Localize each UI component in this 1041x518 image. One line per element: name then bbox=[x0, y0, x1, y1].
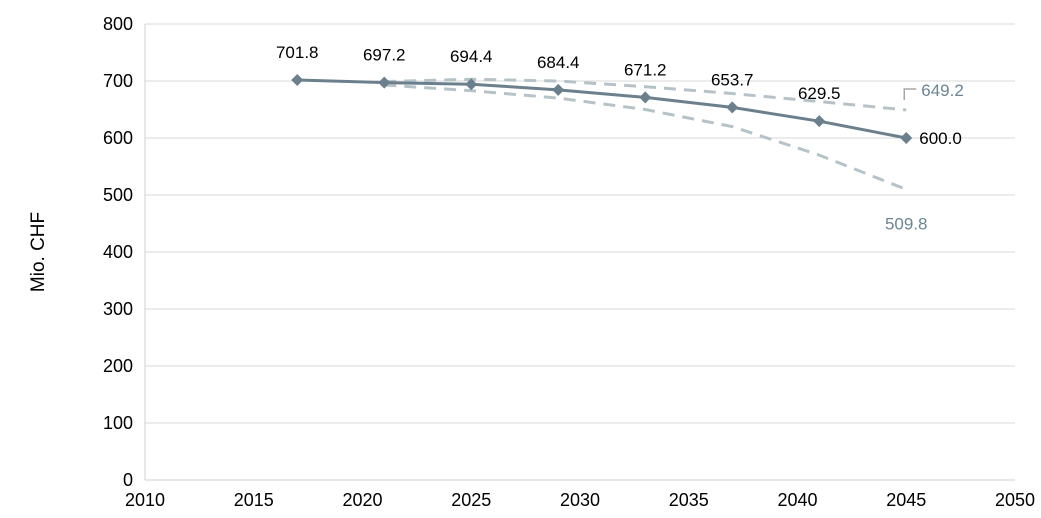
y-tick-label: 600 bbox=[103, 128, 133, 148]
data-label: 671.2 bbox=[624, 60, 667, 79]
main-line bbox=[297, 78, 907, 140]
data-label: 629.5 bbox=[798, 84, 841, 103]
data-label: 701.8 bbox=[276, 43, 319, 62]
data-label: 653.7 bbox=[711, 70, 754, 89]
diamond-marker bbox=[639, 91, 652, 104]
data-label: 694.4 bbox=[450, 47, 493, 66]
data-label: 684.4 bbox=[537, 53, 580, 72]
y-tick-label: 500 bbox=[103, 185, 133, 205]
x-tick-labels: 2010 2015 2020 2025 2030 2035 2040 2045 2050 bbox=[125, 490, 1035, 510]
diamond-marker bbox=[813, 115, 826, 128]
x-tick-label: 2035 bbox=[669, 490, 709, 510]
scenario-end-label: 649.2 bbox=[921, 81, 964, 100]
y-tick-label: 100 bbox=[103, 413, 133, 433]
x-tick-label: 2020 bbox=[342, 490, 382, 510]
grid-lines bbox=[145, 23, 1015, 424]
leader-line bbox=[903, 88, 917, 100]
y-tick-label: 800 bbox=[103, 14, 133, 34]
diamond-marker bbox=[900, 132, 913, 144]
diamond-marker bbox=[726, 101, 739, 114]
x-tick-label: 2045 bbox=[886, 490, 926, 510]
x-tick-label: 2050 bbox=[995, 490, 1035, 510]
x-tick-label: 2015 bbox=[234, 490, 274, 510]
x-tick-label: 2040 bbox=[777, 490, 817, 510]
y-tick-label: 400 bbox=[103, 242, 133, 262]
y-axis-title: Mio. CHF bbox=[28, 212, 49, 292]
data-labels: 649.2 509.8 701.8 697.2 694.4 684.4 671.2 653.7… bbox=[276, 43, 964, 233]
data-label: 600.0 bbox=[919, 129, 962, 148]
y-tick-label: 0 bbox=[123, 470, 133, 490]
data-label: 697.2 bbox=[363, 46, 406, 65]
diamond-marker bbox=[552, 83, 565, 96]
diamond-marker bbox=[378, 76, 391, 89]
axes bbox=[144, 24, 1015, 481]
y-tick-labels: 0 100 200 300 400 500 600 700 800 bbox=[103, 14, 133, 490]
diamond-marker bbox=[465, 78, 478, 91]
scenario-end-label: 509.8 bbox=[885, 214, 928, 233]
y-tick-label: 700 bbox=[103, 71, 133, 91]
y-tick-label: 300 bbox=[103, 299, 133, 319]
main-series bbox=[291, 73, 913, 144]
x-tick-label: 2030 bbox=[560, 490, 600, 510]
x-tick-label: 2025 bbox=[451, 490, 491, 510]
y-tick-label: 200 bbox=[103, 356, 133, 376]
x-tick-label: 2010 bbox=[125, 490, 165, 510]
scenario-line bbox=[384, 83, 907, 191]
diamond-marker bbox=[291, 73, 304, 86]
